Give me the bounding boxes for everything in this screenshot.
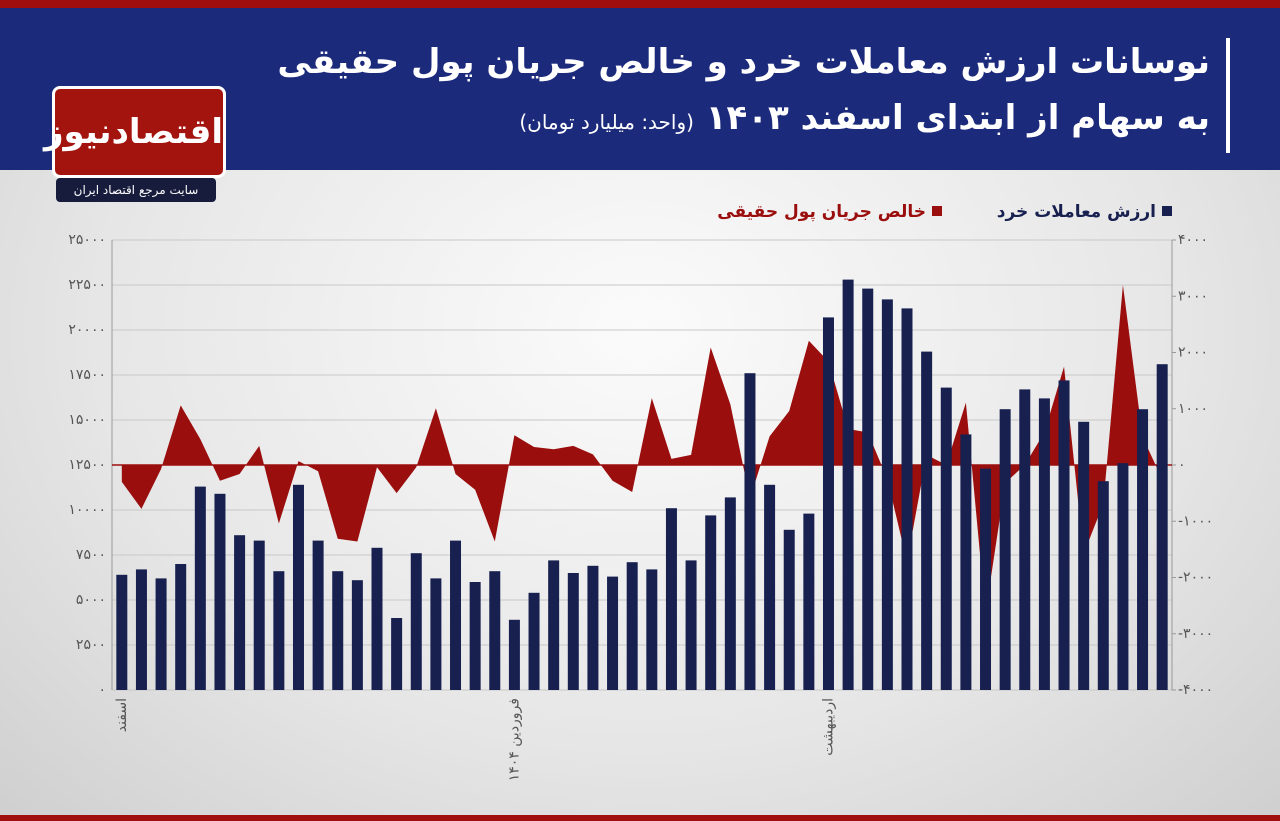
bar <box>135 569 147 690</box>
bar <box>980 468 992 690</box>
y2-tick-label: -۳۰۰۰ <box>1178 626 1213 642</box>
x-tick-label: اردیبهشت <box>820 698 836 756</box>
y-tick-label: ۲۰۰۰۰ <box>68 322 106 338</box>
bar <box>312 540 324 690</box>
bar <box>822 317 834 690</box>
bar <box>685 560 697 690</box>
bar <box>1117 463 1129 690</box>
y2-tick-label: ۱۰۰۰ <box>1178 401 1208 417</box>
bar <box>646 569 658 690</box>
bar <box>1156 364 1168 690</box>
bar <box>548 560 560 690</box>
bar <box>410 553 422 690</box>
bar <box>332 571 344 690</box>
bar <box>626 562 638 690</box>
subtitle-text: به سهام از ابتدای اسفند ۱۴۰۳ <box>705 98 1210 138</box>
legend-swatch <box>932 206 942 216</box>
bar <box>567 573 579 690</box>
bar <box>881 299 893 690</box>
bar <box>508 619 520 690</box>
bar <box>430 578 442 690</box>
y-tick-label: ۲۵۰۰۰ <box>68 232 106 248</box>
bar <box>194 486 206 690</box>
y2-tick-label: ۴۰۰۰ <box>1178 232 1208 248</box>
y-tick-label: ۰ <box>98 682 106 698</box>
bar <box>901 308 913 690</box>
logo: اقتصادنیوز <box>44 86 226 178</box>
legend-label: ارزش معاملات خرد <box>997 202 1156 222</box>
y-tick-label: ۲۵۰۰ <box>76 637 106 653</box>
y2-tick-label: -۱۰۰۰ <box>1178 513 1213 529</box>
bar <box>607 576 619 690</box>
bar <box>292 484 304 690</box>
legend-swatch <box>1162 206 1172 216</box>
tagline: سایت مرجع اقتصاد ایران <box>56 178 216 202</box>
y2-tick-label: -۲۰۰۰ <box>1178 570 1213 586</box>
bar <box>862 288 874 690</box>
bar <box>1038 398 1050 690</box>
bar <box>1097 481 1109 690</box>
bar <box>940 387 952 690</box>
bar <box>489 571 501 690</box>
legend-label: خالص جریان پول حقیقی <box>717 202 926 222</box>
bar <box>234 535 246 690</box>
bar <box>665 508 677 690</box>
bar <box>999 409 1011 690</box>
y-tick-label: ۲۲۵۰۰ <box>68 277 106 293</box>
y-tick-label: ۵۰۰۰ <box>76 592 106 608</box>
bar <box>175 564 187 690</box>
bar <box>391 618 403 690</box>
bar <box>528 592 540 690</box>
y2-tick-label: -۴۰۰۰ <box>1178 682 1213 698</box>
bar <box>803 513 815 690</box>
bar <box>155 578 167 690</box>
bar <box>1078 421 1090 690</box>
x-tick-label: اسفند <box>114 698 130 732</box>
title: نوسانات ارزش معاملات خرد و خالص جریان پو… <box>277 42 1210 82</box>
bar <box>273 571 285 690</box>
bar <box>116 574 128 690</box>
bar <box>1019 389 1031 690</box>
bar <box>351 580 363 690</box>
bar <box>705 515 717 690</box>
bar <box>921 351 933 690</box>
bar <box>469 582 481 690</box>
y-tick-label: ۷۵۰۰ <box>76 547 106 563</box>
y-tick-label: ۱۰۰۰۰ <box>68 502 106 518</box>
bar <box>1058 380 1070 690</box>
y-tick-label: ۱۷۵۰۰ <box>68 367 106 383</box>
bar <box>783 529 795 690</box>
y2-tick-label: ۰ <box>1178 457 1186 473</box>
bar <box>253 540 265 690</box>
bar <box>724 497 736 690</box>
bar <box>214 493 226 690</box>
x-tick-label: فروردین ۱۴۰۴ <box>506 698 522 781</box>
bar <box>744 373 756 690</box>
bar <box>764 484 776 690</box>
bar <box>371 547 383 690</box>
y-tick-label: ۱۵۰۰۰ <box>68 412 106 428</box>
subtitle: به سهام از ابتدای اسفند ۱۴۰۳ (واحد: میلی… <box>519 98 1210 138</box>
y-tick-label: ۱۲۵۰۰ <box>68 457 106 473</box>
bar <box>450 540 462 690</box>
y2-tick-label: ۲۰۰۰ <box>1178 345 1208 361</box>
y2-tick-label: ۳۰۰۰ <box>1178 288 1208 304</box>
bar <box>1137 409 1149 690</box>
bar <box>960 434 972 690</box>
bar <box>587 565 599 690</box>
unit: (واحد: میلیارد تومان) <box>519 110 694 134</box>
bar <box>842 279 854 690</box>
divider <box>1226 38 1230 153</box>
footer-line <box>0 815 1280 821</box>
